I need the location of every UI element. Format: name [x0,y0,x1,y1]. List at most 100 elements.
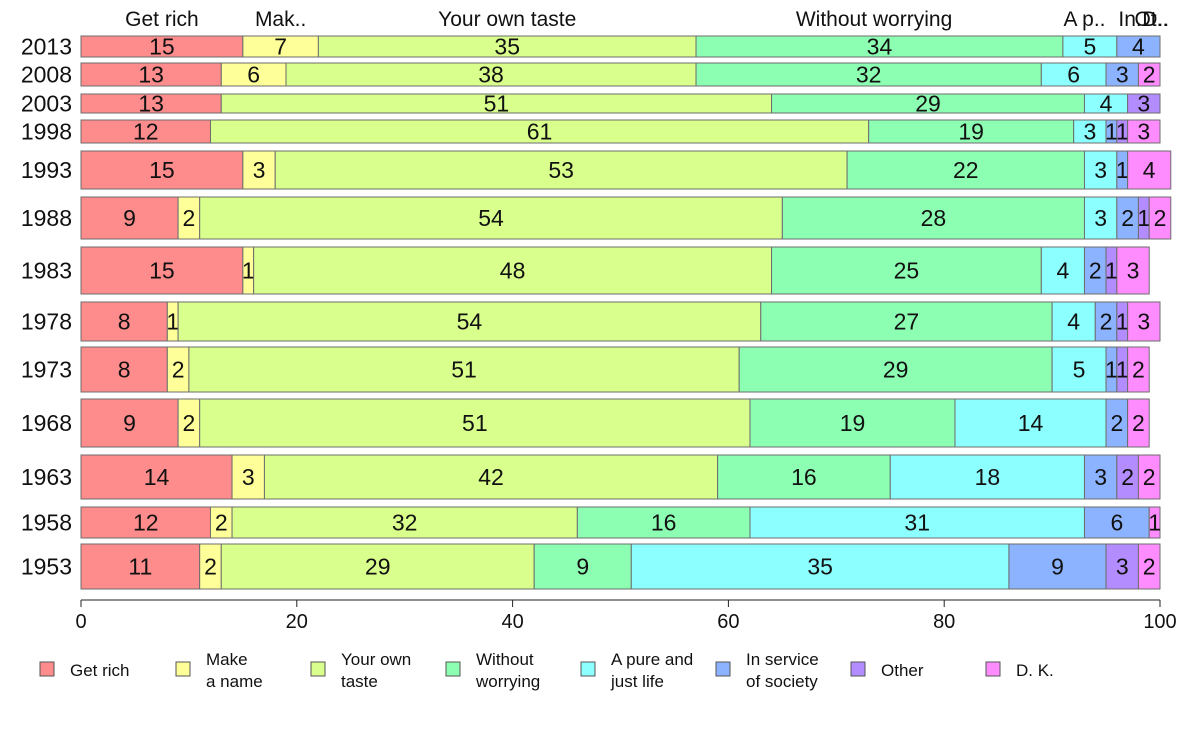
year-label: 1968 [21,410,72,436]
data-label: 8 [118,357,131,383]
bar-row: 11 2 29 9 35 9 3 2 [80,543,1161,590]
data-label: 2 [1143,62,1156,88]
data-label: 42 [478,464,504,490]
year-label: 1958 [21,510,72,536]
data-label: 1 [1116,157,1129,183]
bar-segment [717,454,891,500]
legend-swatch [39,661,55,677]
bar-segment [80,398,179,448]
data-label: 2 [172,357,185,383]
legend-label: taste [341,672,378,691]
bar-segment [1116,35,1161,58]
x-tick-label: 80 [933,611,955,633]
legend-item: D. K. [985,661,1054,680]
bar-row: 8 2 51 29 5 11 2 [80,346,1150,393]
bar-segment [1127,119,1161,144]
data-label: 35 [494,34,520,60]
legend-item: In service of society [715,650,819,691]
legend-item: Without worrying [445,650,540,691]
bar-segment [1148,506,1161,539]
bar-segment [231,506,578,539]
data-label: 54 [457,309,483,335]
bar-segment [1127,346,1150,393]
data-label: 6 [247,62,260,88]
data-label: 3 [1116,62,1129,88]
bar-row: 12 61 19 3 11 3 [80,119,1161,145]
bar-row: 13 6 38 32 6 3 2 [80,62,1161,88]
data-label: 2 [1143,464,1156,490]
data-label: 7 [274,34,287,60]
bar-segment [781,196,1085,240]
x-tick-label: 20 [286,611,308,633]
data-label: 9 [123,205,136,231]
data-label: 3 [1137,309,1150,335]
data-label: 27 [894,309,920,335]
bar-segment [80,454,233,500]
data-label: 9 [1051,554,1064,580]
data-label: 14 [144,464,170,490]
data-label: 3 [1137,119,1150,145]
legend-label: a name [206,672,263,691]
legend-label: In service [746,650,819,669]
bar-segment [80,150,244,190]
bar-segment [1008,543,1107,590]
bar-segment [231,454,265,500]
year-label: 2003 [21,91,72,117]
bar-segment [242,150,276,190]
data-label: 2 [204,554,217,580]
bar-segment [1127,93,1161,114]
bar-segment [749,506,1085,539]
bar-segment [253,246,773,295]
data-label: 15 [149,157,175,183]
data-label: 19 [840,410,866,436]
bar-row: 9 2 51 19 14 2 2 [80,398,1150,448]
data-label: 15 [149,34,175,60]
data-label: 4 [1056,258,1069,284]
bar-row: 12 2 32 16 31 6 1 [80,506,1161,539]
data-label: 5 [1073,357,1086,383]
data-label: 4 [1100,91,1113,117]
data-label: 3 [1083,119,1096,145]
data-label: 18 [975,464,1001,490]
data-label: 2 [1154,205,1167,231]
data-label: 1 [1116,119,1129,145]
data-label: 12 [133,119,159,145]
data-label: 2 [1110,410,1123,436]
legend-label: Other [881,661,924,680]
data-label: 54 [478,205,504,231]
data-label: 1 [1116,309,1129,335]
bar-row: 15 1 48 25 4 2 1 3 [80,246,1150,295]
bar-row: 9 2 54 28 3 2 1 2 [80,196,1172,240]
data-label: 1 [1148,510,1161,536]
legend-swatch [310,661,326,677]
data-label: 1 [1105,357,1118,383]
data-label: 51 [484,91,510,117]
legend-item: Your own taste [310,650,411,691]
data-label: 32 [856,62,882,88]
legend-swatch [850,661,866,677]
top-label: In.. [1118,8,1147,31]
top-label: A p.. [1063,8,1105,31]
data-label: 9 [123,410,136,436]
data-label: 1 [166,309,179,335]
year-label: 2013 [21,34,72,60]
legend-swatch [985,661,1001,677]
bar-segment [1127,150,1172,190]
data-label: 1 [242,258,255,284]
data-label: 29 [883,357,909,383]
data-label: 2 [1089,258,1102,284]
data-label: 35 [807,554,833,580]
data-label: 6 [1110,510,1123,536]
data-label: 19 [958,119,984,145]
top-label: Ot.. [1134,8,1168,31]
bar-segment [80,246,244,295]
legend-swatch [445,661,461,677]
legend-item: Make a name [175,650,263,691]
data-label: 1 [1116,357,1129,383]
bar-segment [1127,301,1161,342]
data-label: 2 [1121,205,1134,231]
bar-segment [533,543,632,590]
x-tick-label: 40 [501,611,523,633]
data-label: 3 [1094,464,1107,490]
year-label: 1953 [21,554,72,580]
